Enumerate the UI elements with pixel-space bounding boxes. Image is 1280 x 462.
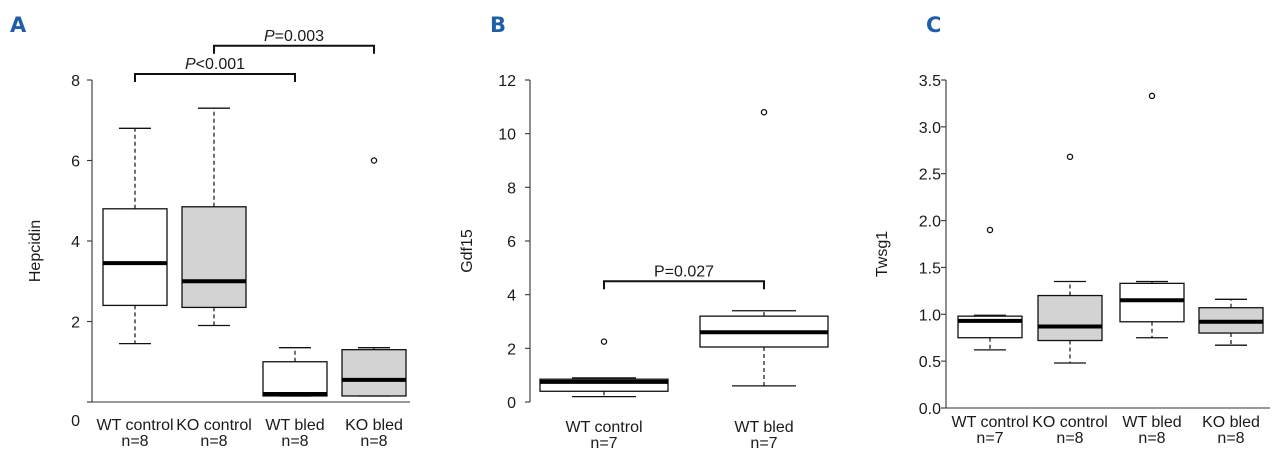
- panel-label-c: C: [926, 13, 941, 37]
- box-ko-control: [181, 107, 247, 327]
- box-iqr: [181, 206, 247, 309]
- y-axis-label: Gdf15: [459, 229, 476, 273]
- box-wt-control: [539, 338, 669, 398]
- box-iqr: [1119, 282, 1185, 323]
- significance-bracket: [603, 280, 765, 290]
- y-tick-label: 3.0: [919, 120, 941, 137]
- sample-size-label: n=7: [750, 435, 777, 452]
- sample-size-label: n=8: [360, 433, 387, 450]
- box-ko-bled: [1198, 298, 1264, 346]
- panel-label-a: A: [10, 13, 27, 37]
- p-value-label: P<0.001: [185, 56, 245, 73]
- box-ko-bled: [341, 157, 407, 397]
- y-tick-label: 0.5: [919, 354, 941, 371]
- y-tick-label: 10: [498, 127, 516, 144]
- sample-size-label: n=8: [1217, 430, 1244, 447]
- significance-bracket: [213, 44, 375, 54]
- category-label: KO bled: [345, 417, 403, 434]
- category-label: WT control: [951, 414, 1028, 431]
- y-tick-label: 12: [498, 73, 516, 90]
- category-label: WT control: [565, 419, 642, 436]
- y-tick-label: 8: [507, 180, 516, 197]
- y-tick-label: 4: [507, 288, 516, 305]
- box-wt-control: [102, 127, 168, 345]
- y-tick-label: 2: [71, 315, 80, 332]
- outlier-point: [986, 226, 994, 234]
- sample-size-label: n=8: [1056, 430, 1083, 447]
- sample-size-label: n=8: [200, 433, 227, 450]
- y-tick-label: 4: [71, 234, 80, 251]
- outlier-point: [1148, 92, 1156, 100]
- y-tick-label: 3.5: [919, 73, 941, 90]
- box-iqr: [1037, 294, 1103, 342]
- panel-label-b: B: [490, 13, 506, 37]
- sample-size-label: n=7: [590, 435, 617, 452]
- category-label: WT control: [96, 417, 173, 434]
- box-wt-control: [957, 226, 1023, 351]
- y-tick-label: 1.5: [919, 260, 941, 277]
- box-iqr: [262, 361, 328, 397]
- box-wt-bled: [699, 108, 829, 387]
- outlier-point: [370, 157, 378, 164]
- sample-size-label: n=7: [976, 430, 1003, 447]
- y-tick-label: 0: [71, 413, 80, 430]
- category-label: WT bled: [1122, 414, 1181, 431]
- category-label: WT bled: [734, 419, 793, 436]
- y-axis-label: Twsg1: [874, 231, 891, 277]
- outlier-point: [1066, 153, 1074, 161]
- box-wt-bled: [262, 347, 328, 397]
- y-axis-label: Hepcidin: [27, 220, 44, 282]
- category-label: KO control: [1032, 414, 1108, 431]
- y-tick-label: 2: [507, 341, 516, 358]
- category-label: KO bled: [1202, 414, 1260, 431]
- y-tick-label: 0: [507, 395, 516, 412]
- p-value-label: P=0.027: [654, 263, 714, 280]
- y-tick-label: 2.0: [919, 214, 941, 231]
- box-iqr: [102, 208, 168, 307]
- category-label: KO control: [176, 417, 252, 434]
- significance-bracket: [134, 72, 296, 82]
- y-tick-label: 6: [71, 154, 80, 171]
- outlier-point: [760, 108, 768, 116]
- box-iqr: [341, 349, 407, 397]
- sample-size-label: n=8: [1138, 430, 1165, 447]
- category-label: WT bled: [265, 417, 324, 434]
- box-wt-bled: [1119, 92, 1185, 339]
- outlier-point: [600, 338, 608, 345]
- sample-size-label: n=8: [281, 433, 308, 450]
- y-tick-label: 1.0: [919, 307, 941, 324]
- y-tick-label: 2.5: [919, 167, 941, 184]
- box-ko-control: [1037, 153, 1103, 364]
- y-tick-label: 0.0: [919, 401, 941, 418]
- y-tick-label: 8: [71, 73, 80, 90]
- sample-size-label: n=8: [121, 433, 148, 450]
- p-value-label: P=0.003: [264, 28, 324, 45]
- y-tick-label: 6: [507, 234, 516, 251]
